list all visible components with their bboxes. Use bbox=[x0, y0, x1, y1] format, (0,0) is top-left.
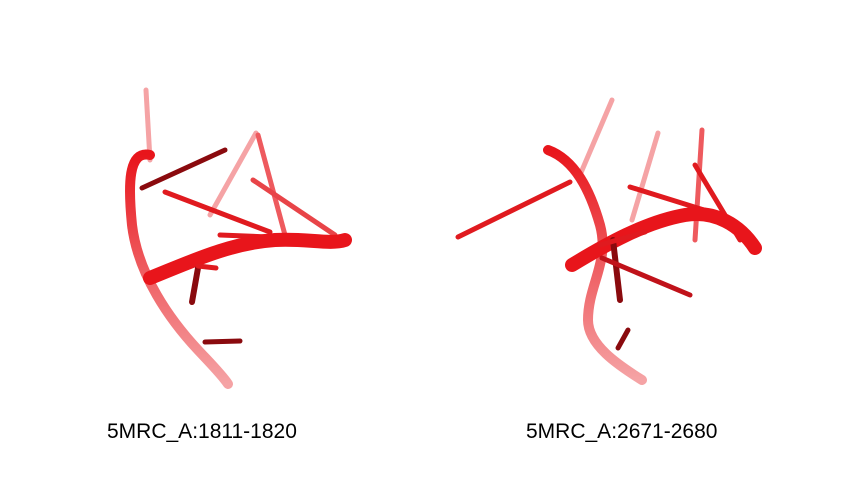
base-stick bbox=[189, 265, 201, 305]
base-stick bbox=[610, 237, 623, 303]
base-stick bbox=[139, 147, 228, 191]
base-stick bbox=[577, 97, 615, 178]
base-stick bbox=[615, 327, 631, 351]
base-stick bbox=[195, 263, 219, 271]
structure-label: 5MRC_A:1811-1820 bbox=[107, 420, 297, 443]
structure-panel-right: 5MRC_A:2671-2680 bbox=[430, 0, 860, 480]
base-stick bbox=[250, 177, 338, 238]
base-stick bbox=[597, 229, 648, 248]
backbone-vertical bbox=[124, 149, 233, 389]
backbone-horizontal bbox=[565, 207, 762, 272]
base-stick bbox=[255, 132, 288, 238]
base-stick bbox=[202, 338, 243, 345]
backbone-horizontal bbox=[143, 232, 352, 285]
structure-panel-left: 5MRC_A:1811-1820 bbox=[107, 87, 352, 443]
base-stick bbox=[162, 189, 273, 235]
base-stick bbox=[692, 127, 705, 243]
rna-cartoon-left bbox=[124, 87, 352, 389]
faded-strand bbox=[143, 87, 153, 163]
base-stick bbox=[455, 179, 573, 240]
base-stick bbox=[207, 130, 259, 218]
base-stick bbox=[599, 255, 693, 298]
rna-cartoon-right bbox=[455, 97, 762, 385]
base-stick bbox=[629, 130, 661, 223]
structure-label: 5MRC_A:2671-2680 bbox=[526, 420, 718, 443]
backbone-vertical bbox=[543, 145, 647, 385]
